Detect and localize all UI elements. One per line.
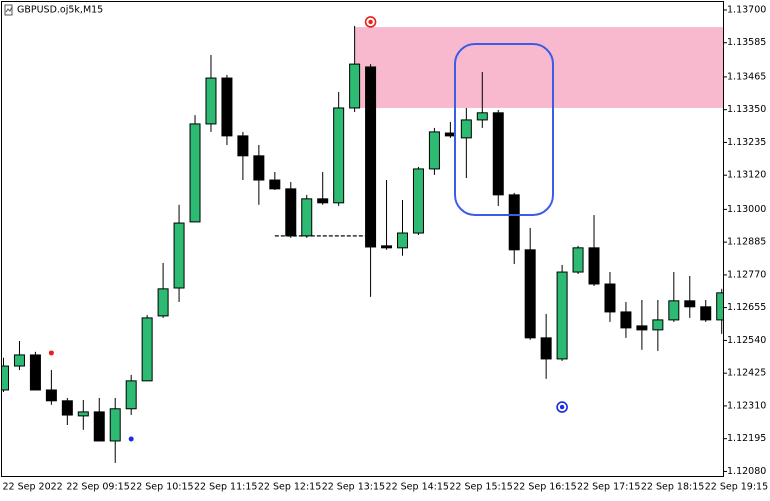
candle-body-up (412, 168, 424, 234)
plot-area (2, 16, 723, 463)
x-tick-label: 22 Sep 15:15 (449, 482, 512, 493)
x-tick-label: 22 Sep 11:15 (194, 482, 257, 493)
candle-body-down (508, 194, 520, 251)
y-tick-label: 1.12885 (727, 237, 766, 248)
signal-ring-center (559, 404, 565, 410)
candle-body-up (476, 112, 488, 121)
y-tick-label: 1.12080 (727, 466, 766, 477)
y-tick-label: 1.12770 (727, 269, 766, 280)
x-tick-label: 22 Sep 13:15 (322, 482, 385, 493)
candle-body-down (492, 112, 504, 196)
y-tick-label: 1.13120 (727, 170, 766, 181)
candle-body-down (269, 179, 281, 190)
candle-body-up (652, 319, 664, 331)
x-tick-label: 22 Sep 18:15 (641, 482, 704, 493)
x-tick-label: 22 Sep 12:15 (258, 482, 321, 493)
candle-body-down (285, 188, 297, 237)
candle-body-up (333, 107, 345, 204)
candle-body-down (221, 77, 233, 137)
symbol-icon (4, 4, 13, 16)
candle-body-down (700, 306, 712, 321)
signal-dot (128, 436, 134, 442)
candle-body-up (173, 222, 185, 289)
candle-body-up (125, 380, 137, 410)
supply-zone (355, 27, 723, 108)
candle-body-up (189, 123, 201, 223)
candle-body-up (13, 354, 25, 367)
y-tick-label: 1.12655 (727, 302, 766, 313)
candle-body-down (253, 155, 265, 181)
y-tick-label: 1.13350 (727, 104, 766, 115)
y-tick-label: 1.13465 (727, 71, 766, 82)
candle-body-down (588, 247, 600, 285)
candle-body-down (93, 411, 105, 442)
candle-body-down (237, 135, 249, 157)
candle-body-up (301, 198, 313, 237)
candle-body-up (2, 365, 9, 391)
candle-body-up (556, 271, 568, 360)
candle-body-down (636, 325, 648, 331)
candle-body-up (572, 247, 584, 273)
y-tick-label: 1.12195 (727, 433, 766, 444)
chart-title: GBPUSD.oj5k,M15 (17, 5, 103, 16)
candle-body-up (716, 292, 723, 321)
candle-body-down (381, 245, 393, 249)
x-tick-label: 22 Sep 14:15 (386, 482, 449, 493)
candle-body-up (205, 77, 217, 125)
y-tick-label: 1.13235 (727, 137, 766, 148)
y-tick-label: 1.13585 (727, 37, 766, 48)
candle-body-down (620, 311, 632, 329)
y-tick-label: 1.12540 (727, 335, 766, 346)
candle-body-down (444, 132, 456, 137)
candle-body-up (109, 408, 121, 442)
candle-body-up (428, 131, 440, 170)
candle-body-up (668, 300, 680, 321)
x-tick-label: 22 Sep 09:15 (66, 482, 129, 493)
candle-body-up (460, 119, 472, 139)
candle-body-down (317, 198, 329, 204)
x-tick-label: 22 Sep 2022 (3, 482, 63, 493)
candle-body-down (540, 337, 552, 360)
candle-body-up (77, 411, 89, 417)
x-tick-label: 22 Sep 10:15 (130, 482, 193, 493)
x-tick-label: 22 Sep 17:15 (577, 482, 640, 493)
highlight-box (454, 43, 554, 216)
candle-body-down (524, 249, 536, 339)
candle-body-up (349, 63, 361, 109)
signal-ring-center (368, 19, 373, 25)
x-tick-label: 22 Sep 16:15 (513, 482, 576, 493)
candle-body-down (365, 66, 377, 248)
y-tick-label: 1.12425 (727, 368, 766, 379)
y-tick-label: 1.13000 (727, 204, 766, 215)
candle-body-up (141, 317, 153, 382)
x-tick-label: 22 Sep 19:15 (705, 482, 768, 493)
plot-frame (1, 1, 724, 477)
y-tick-label: 1.12310 (727, 400, 766, 411)
candle-body-up (397, 232, 408, 249)
candle-body-down (604, 283, 616, 313)
candle-body-down (45, 389, 57, 402)
candle-body-down (29, 354, 41, 391)
candle-body-down (684, 300, 696, 308)
signal-dot (48, 350, 54, 356)
candle-body-up (157, 288, 169, 317)
candle-body-down (61, 400, 73, 416)
y-tick-label: 1.13700 (727, 4, 766, 15)
